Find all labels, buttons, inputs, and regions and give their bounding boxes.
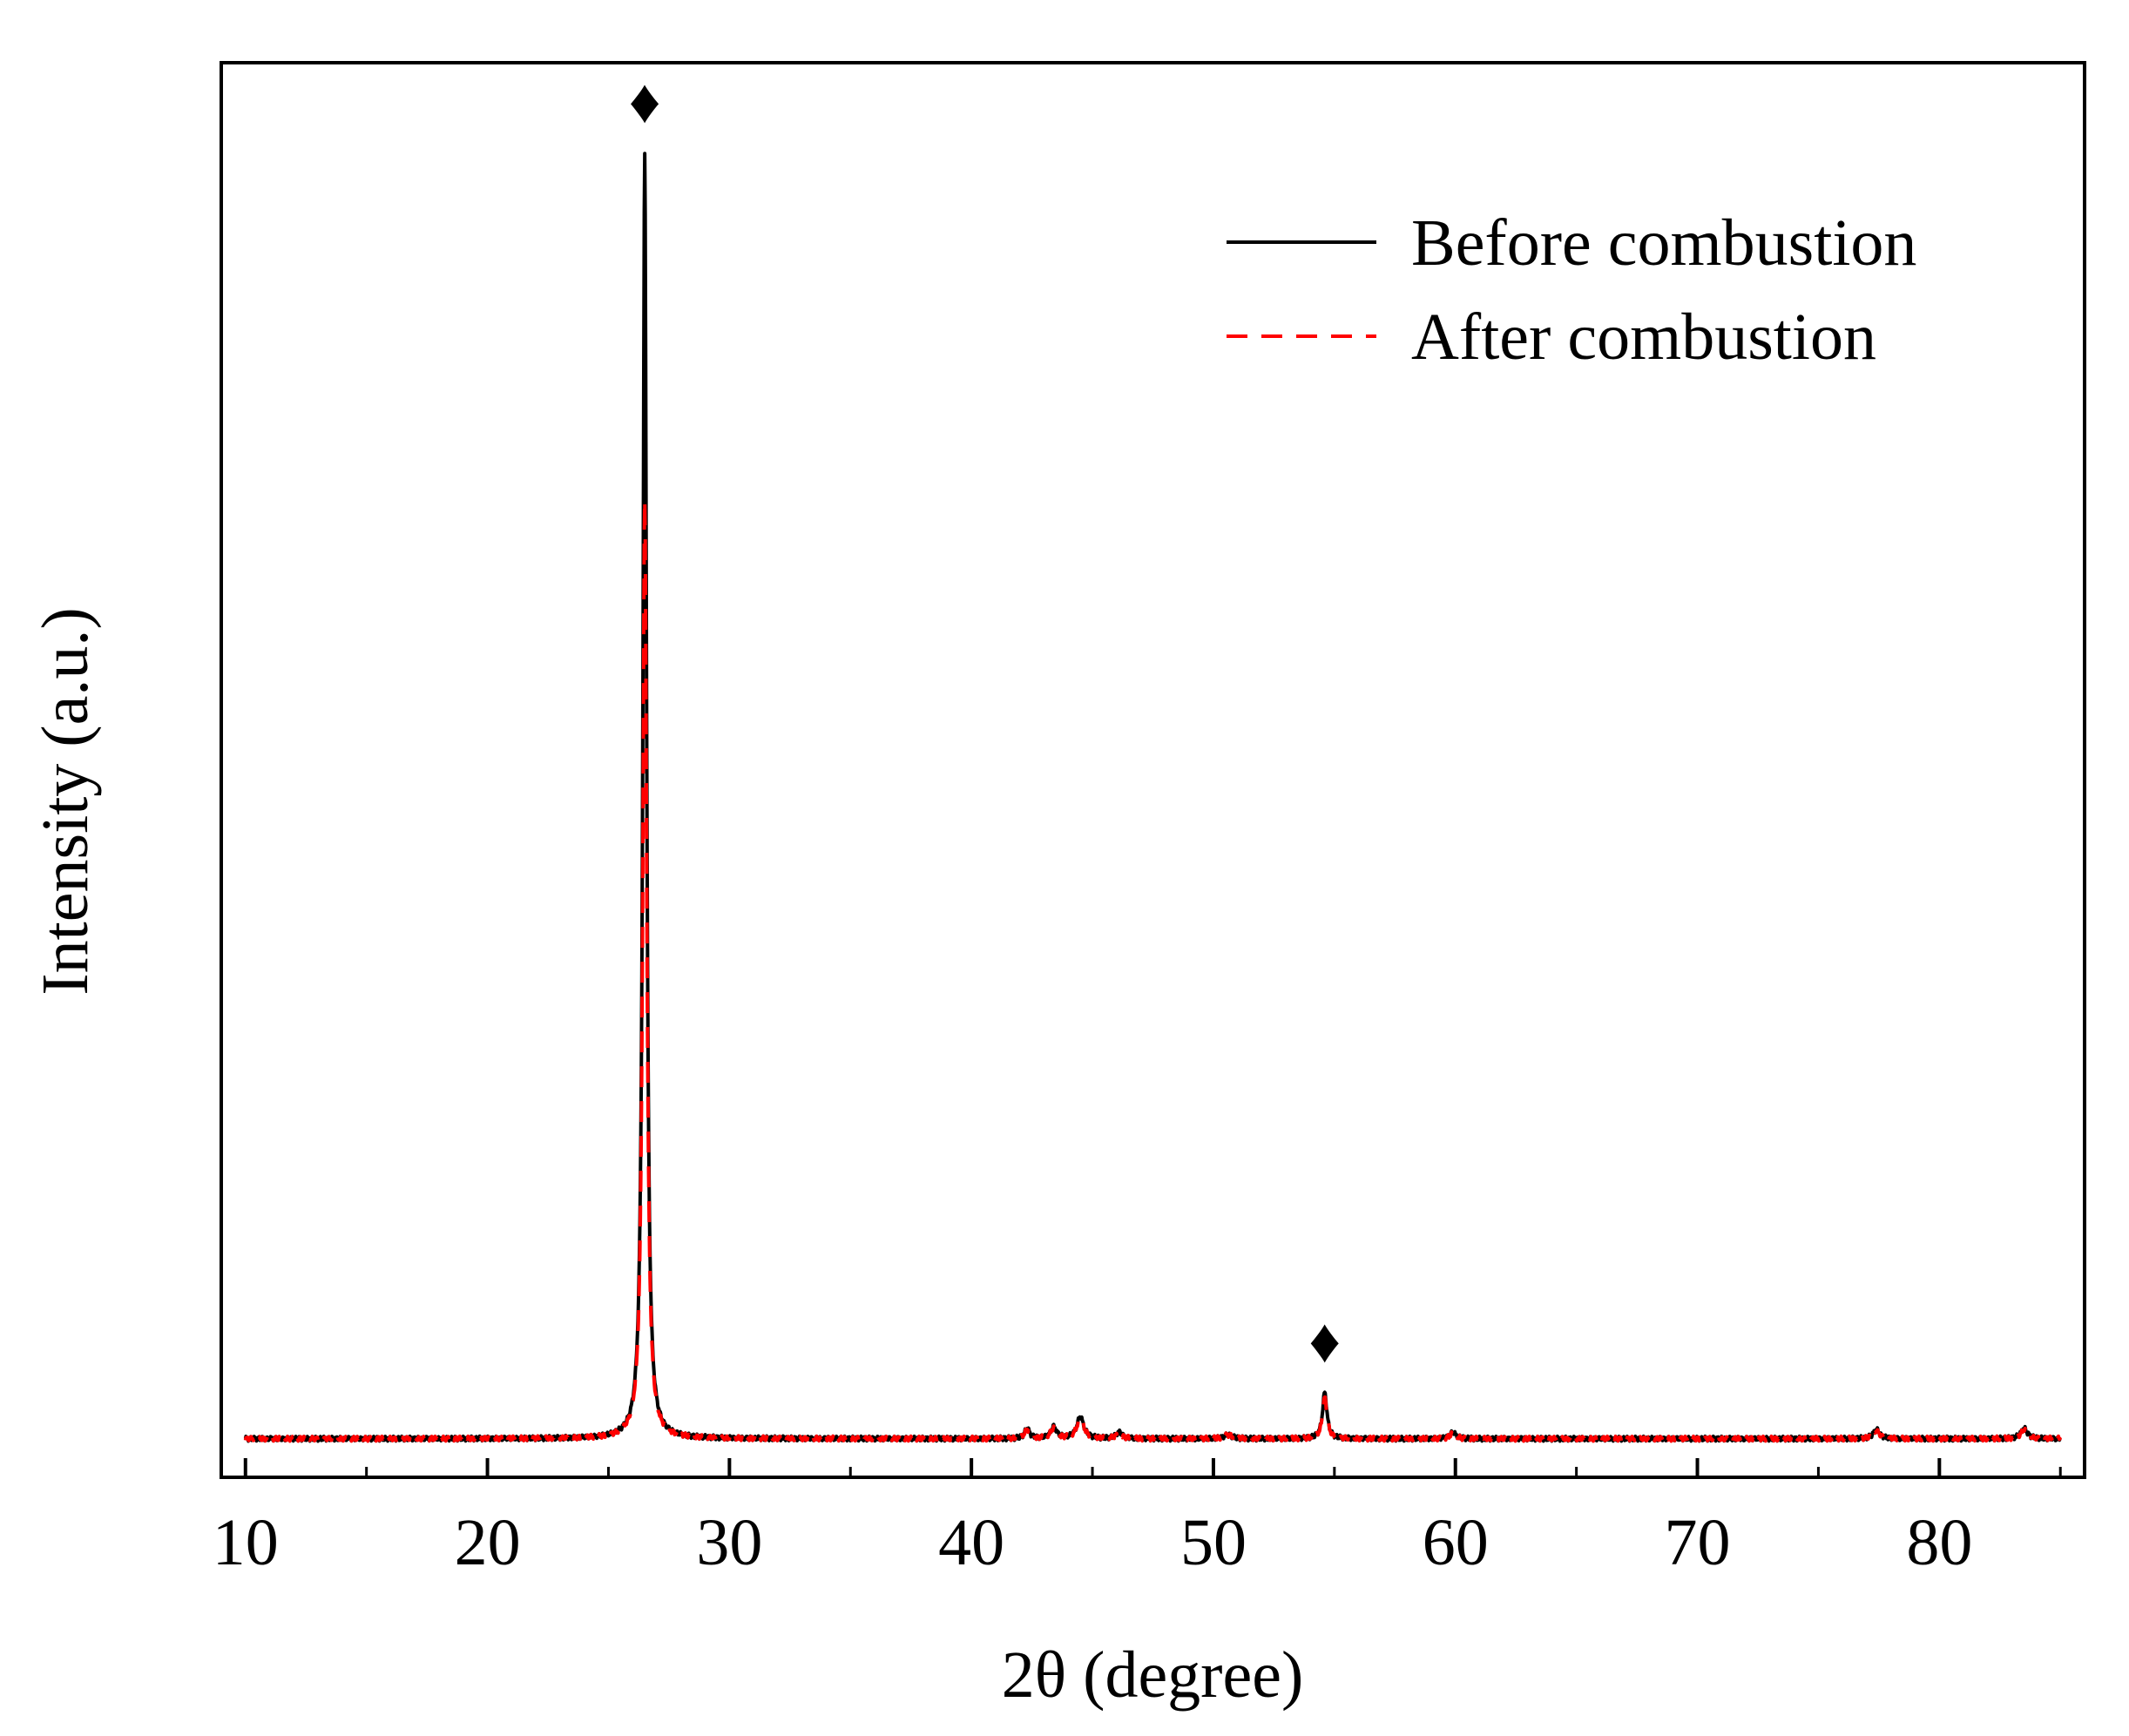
x-tick-label: 40	[938, 1506, 1004, 1579]
x-tick-label: 70	[1665, 1506, 1731, 1579]
legend-label-before: Before combustion	[1411, 206, 1916, 280]
x-ticks	[243, 1458, 2062, 1477]
diamond-marker-icon: ♦	[629, 66, 661, 136]
x-tick-label: 50	[1180, 1506, 1247, 1579]
annotations-group: ♦♦	[629, 66, 1341, 1375]
y-axis-label: Intensity (a.u.)	[29, 607, 102, 995]
plot-frame	[220, 61, 2086, 1479]
x-tick-label: 80	[1906, 1506, 1972, 1579]
series-group	[243, 152, 2063, 1443]
x-tick-label: 10	[213, 1506, 279, 1579]
x-tick-label: 60	[1423, 1506, 1489, 1579]
diamond-marker-icon: ♦	[1308, 1307, 1341, 1376]
x-axis-label: 2θ (degree)	[1002, 1638, 1304, 1712]
x-tick-labels: 10 20 30 40 50 60 70 80	[213, 1506, 1973, 1579]
x-tick-label: 20	[455, 1506, 521, 1579]
legend-label-after: After combustion	[1411, 301, 1876, 374]
series-line-after-combustion	[243, 497, 2063, 1443]
x-tick-label: 30	[696, 1506, 762, 1579]
legend: Before combustion After combustion	[1227, 206, 1916, 374]
